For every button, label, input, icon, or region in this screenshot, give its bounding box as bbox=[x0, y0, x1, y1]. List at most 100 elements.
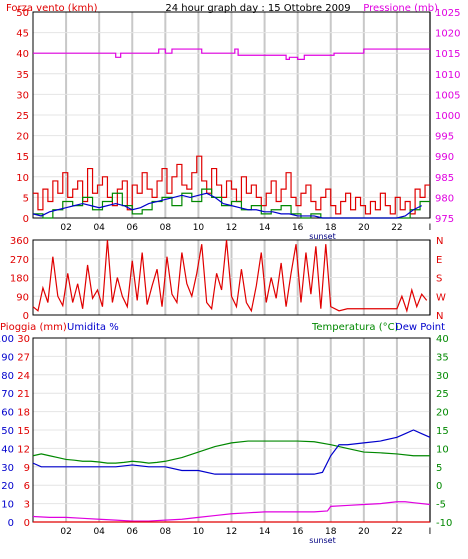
wind-y-tick-label: 15 bbox=[16, 152, 29, 163]
wind-x-tick-label: 08 bbox=[160, 223, 172, 233]
humidity-y-tick-label: 60 bbox=[1, 408, 14, 419]
wind-axis-label: Forza vento (kmh) bbox=[6, 3, 98, 14]
temp-x-tick-label: 16 bbox=[292, 527, 304, 537]
wind-x-tick-label: 20 bbox=[358, 223, 370, 233]
rain-y-tick-label: 12 bbox=[17, 444, 30, 455]
temperature-axis-label: Temperatura (°C) bbox=[311, 322, 399, 333]
rain-y-tick-label: 24 bbox=[17, 371, 30, 382]
humidity-y-tick-label: 50 bbox=[1, 426, 14, 437]
humidity-y-tick-label: 80 bbox=[1, 371, 14, 382]
humidity-y-tick-label: 100 bbox=[0, 334, 14, 345]
direction-y-tick-label: 270 bbox=[10, 255, 29, 266]
temperature-y-tick-label: 30 bbox=[436, 371, 449, 382]
wind-y-tick-label: 10 bbox=[16, 173, 29, 184]
compass-y-tick-label: S bbox=[436, 274, 442, 285]
temp-x-tick-label: I bbox=[429, 527, 432, 537]
pressure-y-tick-label: 975 bbox=[435, 214, 454, 225]
pressure-line bbox=[33, 48, 430, 60]
rain-y-tick-label: 15 bbox=[17, 426, 30, 437]
dewpoint-axis-label: Dew Point bbox=[395, 322, 445, 333]
wind-x-tick-label: 12 bbox=[226, 223, 237, 233]
sunset-label: sunset bbox=[309, 232, 336, 241]
temperature-y-tick-label: 10 bbox=[436, 444, 449, 455]
rain-y-tick-label: 18 bbox=[17, 408, 30, 419]
wind-y-tick-label: 40 bbox=[16, 49, 29, 60]
temp-x-tick-label: 08 bbox=[160, 527, 172, 537]
series-green bbox=[32, 440, 430, 464]
temp-x-tick-label: 02 bbox=[60, 527, 71, 537]
pressure-y-tick-label: 1010 bbox=[435, 70, 460, 81]
humidity-y-tick-label: 0 bbox=[8, 518, 14, 529]
wind-x-tick-label: I bbox=[429, 223, 432, 233]
humidity-y-tick-label: 90 bbox=[1, 352, 14, 363]
temperature-y-tick-label: -10 bbox=[436, 518, 452, 529]
pressure-y-tick-label: 995 bbox=[435, 132, 454, 143]
wind-x-tick-label: 04 bbox=[93, 223, 105, 233]
wind-series-red bbox=[33, 155, 430, 215]
chart-title: 24 hour graph day : 15 Ottobre 2009 bbox=[165, 3, 350, 14]
wind-pressure-plot-frame bbox=[32, 11, 431, 219]
temperature-y-tick-label: 35 bbox=[436, 352, 449, 363]
rain-y-tick-label: 27 bbox=[17, 352, 30, 363]
pressure-axis-label: Pressione (mb) bbox=[363, 3, 438, 14]
rain-y-tick-label: 9 bbox=[24, 463, 30, 474]
rain-y-tick-label: 6 bbox=[24, 481, 30, 492]
humidity-axis-label: Umidita % bbox=[67, 322, 119, 333]
direction-y-tick-label: 90 bbox=[16, 292, 29, 303]
pressure-y-tick-label: 990 bbox=[435, 152, 454, 163]
pressure-y-tick-label: 985 bbox=[435, 173, 454, 184]
compass-y-tick-label: W bbox=[436, 292, 446, 303]
wind-y-tick-label: 5 bbox=[23, 193, 29, 204]
temperature-y-tick-label: 5 bbox=[436, 463, 442, 474]
wind-y-tick-label: 30 bbox=[16, 90, 29, 101]
temp-x-tick-label: 22 bbox=[391, 527, 402, 537]
wind-x-tick-label: 06 bbox=[127, 223, 139, 233]
compass-y-tick-label: N bbox=[436, 236, 443, 247]
rain-y-tick-label: 21 bbox=[17, 389, 30, 400]
series-blue bbox=[32, 429, 431, 475]
temp-x-tick-label: 12 bbox=[226, 527, 237, 537]
pressure-y-tick-label: 1000 bbox=[435, 111, 460, 122]
pressure-y-tick-label: 980 bbox=[435, 193, 454, 204]
temp-x-tick-label: 04 bbox=[93, 527, 105, 537]
wind-x-tick-label: 16 bbox=[292, 223, 304, 233]
series-magenta bbox=[32, 501, 431, 522]
pressure-y-tick-label: 1015 bbox=[435, 49, 460, 60]
temp-x-tick-label: 06 bbox=[127, 527, 139, 537]
wind-direction-line bbox=[32, 239, 428, 313]
pressure-y-tick-label: 1025 bbox=[435, 8, 460, 19]
wind-x-tick-label: 14 bbox=[259, 223, 271, 233]
rain-y-tick-label: 30 bbox=[17, 334, 30, 345]
wind-x-tick-label: 10 bbox=[193, 223, 205, 233]
humidity-y-tick-label: 30 bbox=[1, 463, 14, 474]
wind-y-tick-label: 25 bbox=[16, 111, 29, 122]
temperature-y-tick-label: 40 bbox=[436, 334, 449, 345]
humidity-y-tick-label: 10 bbox=[1, 500, 14, 511]
direction-y-tick-label: 360 bbox=[10, 236, 29, 247]
wind-direction-plot-frame bbox=[32, 239, 431, 316]
rain-y-tick-label: 0 bbox=[24, 518, 30, 529]
direction-y-tick-label: 0 bbox=[23, 311, 29, 322]
temp-x-tick-label: 20 bbox=[358, 527, 370, 537]
temperature-y-tick-label: 25 bbox=[436, 389, 449, 400]
wind-y-tick-label: 20 bbox=[16, 132, 29, 143]
temperature-y-tick-label: 20 bbox=[436, 408, 449, 419]
direction-y-tick-label: 180 bbox=[10, 274, 29, 285]
wind-x-tick-label: 18 bbox=[325, 223, 337, 233]
rain-y-tick-label: 3 bbox=[24, 500, 30, 511]
temp-x-tick-label: 10 bbox=[193, 527, 205, 537]
sunset-label-bottom: sunset bbox=[309, 536, 336, 545]
temperature-y-tick-label: 15 bbox=[436, 426, 449, 437]
wind-x-tick-label: 22 bbox=[391, 223, 402, 233]
wind-y-tick-label: 0 bbox=[23, 214, 29, 225]
wind-y-tick-label: 35 bbox=[16, 70, 29, 81]
rain-axis-label: Pioggia (mm) bbox=[0, 322, 67, 333]
humidity-y-tick-label: 20 bbox=[1, 481, 14, 492]
temp-x-tick-label: 18 bbox=[325, 527, 337, 537]
pressure-y-tick-label: 1005 bbox=[435, 90, 460, 101]
wind-y-tick-label: 50 bbox=[16, 8, 29, 19]
wind-x-tick-label: 02 bbox=[60, 223, 71, 233]
compass-y-tick-label: N bbox=[436, 311, 443, 322]
